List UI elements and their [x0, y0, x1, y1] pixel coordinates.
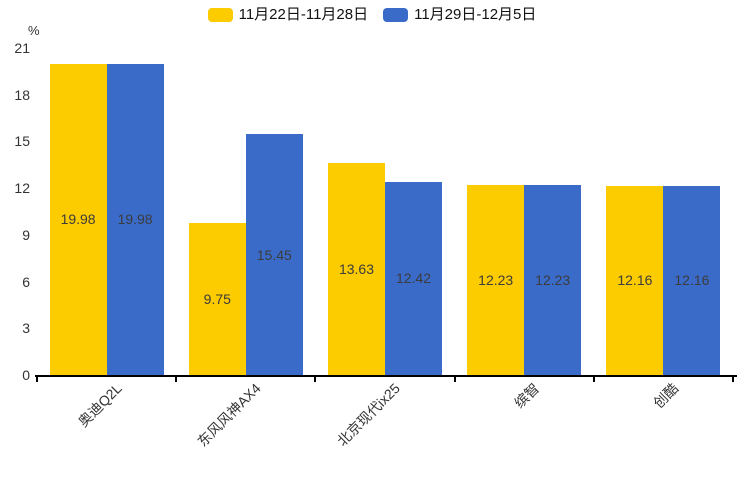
x-axis-tick: [592, 375, 595, 382]
bar-value-label: 19.98: [117, 211, 153, 228]
bar-value-label: 9.75: [203, 291, 231, 308]
bar-series1: [606, 185, 664, 375]
bar-series2: [663, 185, 721, 375]
x-axis-category-label: 北京现代ix25: [334, 380, 404, 450]
bar-value-label: 15.45: [256, 246, 292, 263]
bar-series2: [106, 63, 164, 375]
bar-value-label: 12.23: [535, 271, 571, 288]
y-axis-tick-label: 6: [22, 273, 30, 290]
bar-series1: [467, 184, 525, 375]
bar-value-label: 12.16: [674, 272, 710, 289]
y-axis-tick-label: 21: [14, 40, 30, 56]
legend-label: 11月29日-12月5日: [414, 6, 537, 23]
x-axis-tick: [453, 375, 456, 382]
x-axis-line: [35, 375, 737, 377]
bar-value-label: 12.42: [395, 270, 432, 287]
legend-swatch: [207, 8, 233, 22]
bar-value-label: 12.23: [478, 271, 514, 288]
legend-swatch: [383, 8, 409, 22]
x-axis-category-label: 创酷: [650, 380, 682, 412]
legend-item-series2[interactable]: 11月29日-12月5日: [383, 6, 536, 24]
x-axis-tick: [175, 375, 178, 382]
bar-series2: [524, 184, 582, 375]
x-axis-tick: [732, 375, 734, 382]
bar-series1: [188, 223, 246, 375]
bar-value-label: 13.63: [338, 260, 375, 277]
bar-value-label: 19.98: [60, 211, 96, 228]
x-axis-tick: [314, 375, 317, 382]
chart-legend: 11月22日-11月28日 11月29日-12月5日: [0, 6, 744, 24]
bar-series2: [385, 181, 442, 375]
bar-series1: [328, 162, 385, 375]
legend-label: 11月22日-11月28日: [238, 6, 369, 23]
bar-series2: [245, 134, 303, 375]
y-axis-tick-label: 0: [22, 367, 30, 383]
y-axis-unit-label: %: [28, 23, 40, 38]
y-axis-tick-label: 18: [14, 86, 30, 103]
y-axis-tick-label: 12: [14, 180, 30, 197]
y-axis-tick-label: 3: [22, 320, 30, 337]
x-axis-tick: [36, 375, 38, 382]
bar-value-label: 12.16: [617, 272, 653, 289]
y-axis-tick-label: 15: [14, 133, 30, 150]
x-axis-category-label: 东风风神AX4: [194, 380, 265, 450]
bar-series1: [49, 63, 107, 375]
x-axis-category-label: 奥迪Q2L: [75, 380, 125, 430]
x-axis-category-label: 缤智: [511, 380, 543, 412]
y-axis-tick-label: 9: [22, 226, 30, 243]
legend-item-series1[interactable]: 11月22日-11月28日: [207, 6, 369, 24]
